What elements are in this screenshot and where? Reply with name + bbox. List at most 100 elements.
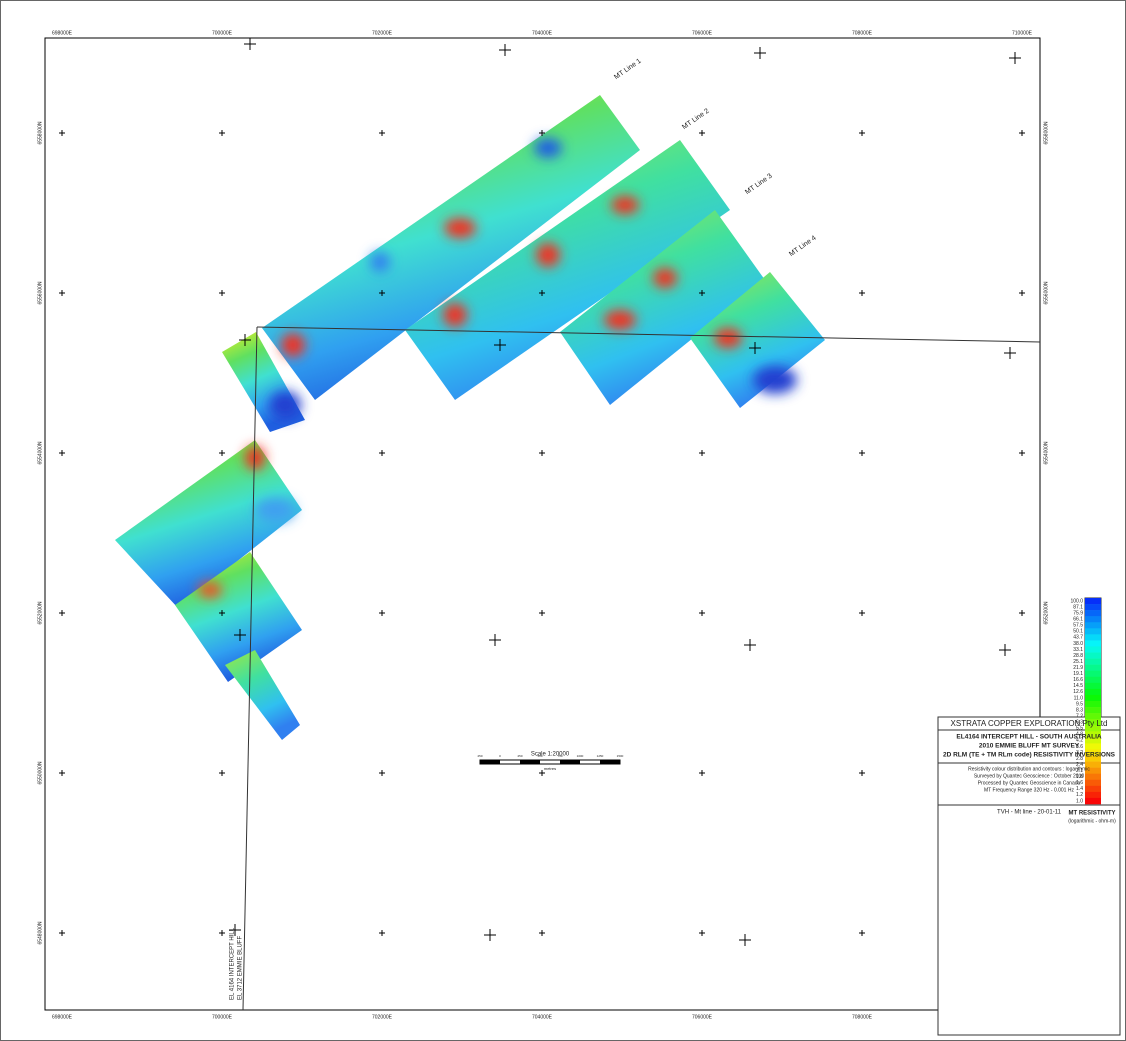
- scale-tick: 1250: [597, 754, 604, 758]
- legend-label: 6.3: [1076, 720, 1083, 726]
- footer: TVH - Mt line - 20-01-11: [997, 810, 1062, 816]
- legend-swatch: [1085, 646, 1101, 653]
- scale-tick: 0: [499, 754, 501, 758]
- scale-bar: [479, 759, 621, 765]
- line-label: MT Line 3: [744, 173, 773, 197]
- legend-swatch: [1085, 652, 1101, 659]
- easting-label: 704000E: [532, 30, 553, 36]
- scale-title: Scale 1:20000: [531, 752, 570, 758]
- legend-swatch: [1085, 713, 1101, 720]
- legend-swatch: [1085, 670, 1101, 678]
- section: [560, 210, 765, 405]
- tenement-boundary: [242, 326, 258, 1011]
- legend-label: 2.4: [1076, 762, 1083, 768]
- legend-label: 100.0: [1070, 598, 1083, 604]
- legend-label: 1.6: [1076, 780, 1083, 786]
- northing-label: 6550000N: [37, 761, 43, 784]
- legend-label: 19.1: [1073, 671, 1083, 677]
- legend-swatch: [1085, 773, 1101, 781]
- section: [405, 140, 730, 400]
- legend-swatch: [1085, 616, 1101, 623]
- legend-swatch: [1085, 610, 1101, 617]
- boundary-label: EL 3712 EMMIE BLUFF: [238, 936, 244, 1000]
- legend-swatch: [1085, 779, 1101, 787]
- legend-label: 8.3: [1076, 707, 1083, 713]
- legend-swatch: [1085, 797, 1101, 805]
- legend-swatch: [1085, 731, 1101, 738]
- legend-swatch: [1085, 682, 1101, 690]
- legend-label: 11.0: [1074, 695, 1084, 701]
- northing-label: 6548000N: [37, 921, 43, 944]
- legend-label: 16.6: [1073, 677, 1083, 683]
- northing-label: 6558000N: [37, 121, 43, 144]
- easting-label: 700000E: [212, 1014, 233, 1020]
- company: XSTRATA COPPER EXPLORATION Pty Ltd: [951, 719, 1108, 728]
- heading: 2D RLM (TE + TM RLm code) RESISTIVITY IN…: [943, 752, 1116, 759]
- legend-swatch: [1085, 664, 1101, 672]
- title-block: [937, 716, 1121, 1036]
- legend-swatch: [1085, 640, 1101, 647]
- legend-swatch: [1085, 743, 1101, 750]
- note: Surveyed by Quantec Geoscience : October…: [974, 773, 1085, 779]
- scale-tick: 250: [477, 754, 482, 758]
- legend-label: 9.5: [1076, 701, 1083, 707]
- note: MT Frequency Range 320 Hz - 0.001 Hz: [984, 787, 1074, 793]
- legend-label: 14.5: [1073, 683, 1083, 689]
- section: [262, 95, 640, 400]
- easting-label: 700000E: [212, 30, 233, 36]
- legend-swatch: [1085, 694, 1101, 702]
- heading: EL4164 INTERCEPT HILL - SOUTH AUSTRALIA: [956, 734, 1101, 741]
- legend-label: 21.9: [1073, 665, 1083, 671]
- legend-swatch: [1085, 791, 1101, 799]
- legend-swatch: [1085, 755, 1101, 762]
- legend-label: 2.8: [1076, 756, 1083, 762]
- scale-tick: 500: [537, 754, 542, 758]
- legend-swatch: [1085, 785, 1101, 793]
- section: [690, 272, 825, 408]
- legend-label: 12.6: [1073, 689, 1083, 695]
- easting-label: 702000E: [372, 1014, 393, 1020]
- tenement-boundary: [256, 326, 1041, 343]
- note: Resistivity colour distribution and cont…: [968, 766, 1090, 772]
- boundary-label: EL 4164 INTERCEPT HILL: [230, 927, 236, 1000]
- easting-label: 698000E: [52, 1014, 73, 1020]
- northing-label: 6552000N: [1043, 601, 1049, 624]
- easting-label: 698000E: [52, 30, 73, 36]
- legend-swatch: [1085, 725, 1101, 732]
- section: [115, 440, 302, 608]
- legend-label: 1.0: [1076, 798, 1083, 804]
- legend-swatch: [1085, 634, 1101, 641]
- northing-label: 6552000N: [37, 601, 43, 624]
- legend-label: 7.2: [1076, 713, 1083, 719]
- legend-label: 1.2: [1076, 792, 1083, 798]
- scale-tick: 1000: [577, 754, 584, 758]
- northing-label: 6556000N: [1043, 281, 1049, 304]
- northing-label: 6558000N: [1043, 121, 1049, 144]
- heading: 2010 EMMIE BLUFF MT SURVEY: [979, 743, 1080, 750]
- easting-label: 708000E: [852, 1014, 873, 1020]
- easting-label: 706000E: [692, 30, 713, 36]
- line-label: MT Line 4: [788, 235, 817, 259]
- note: Processed by Quantec Geoscience in Canad…: [978, 780, 1081, 786]
- legend-label: 3.6: [1076, 744, 1083, 750]
- legend-swatch: [1085, 719, 1101, 726]
- easting-label: 702000E: [372, 30, 393, 36]
- legend-label: 1.8: [1076, 774, 1083, 780]
- section: [225, 650, 300, 740]
- legend-subtitle: (logarithmic - ohm-m): [1068, 818, 1116, 824]
- legend-swatch: [1085, 688, 1101, 696]
- legend-swatch: [1085, 676, 1101, 684]
- legend-swatch: [1085, 604, 1101, 611]
- legend-swatch: [1085, 749, 1101, 756]
- legend-label: 1.4: [1076, 786, 1083, 792]
- legend-swatch: [1085, 598, 1101, 605]
- legend-label: 75.9: [1073, 610, 1083, 616]
- scale-unit: metres: [544, 766, 556, 771]
- resistivity-sections: [115, 95, 825, 740]
- legend-label: 66.1: [1073, 617, 1083, 623]
- line-label: MT Line 1: [613, 58, 642, 82]
- legend-label: 4.8: [1076, 732, 1083, 738]
- legend-swatch: [1085, 701, 1101, 708]
- legend-swatch: [1085, 767, 1101, 775]
